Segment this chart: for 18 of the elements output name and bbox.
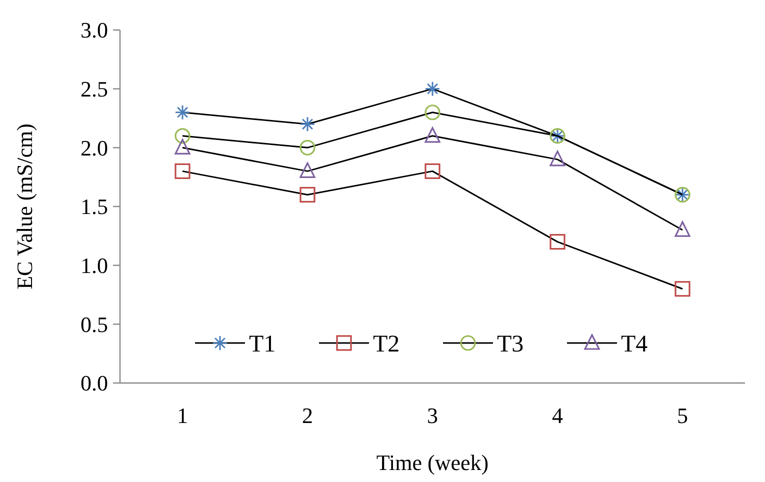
x-tick-label: 5 — [677, 403, 688, 428]
legend-label: T1 — [249, 331, 276, 358]
y-axis-title: EC Value (mS/cm) — [12, 124, 37, 290]
y-tick-label: 2.5 — [80, 76, 108, 102]
legend-label: T4 — [621, 331, 648, 358]
y-tick-label: 0.0 — [80, 370, 108, 396]
x-axis-title: Time (week) — [376, 450, 489, 475]
x-tick-label: 1 — [177, 403, 188, 428]
x-tick-label: 4 — [552, 403, 563, 428]
y-tick-label: 3.0 — [80, 18, 108, 43]
y-tick-label: 0.5 — [80, 312, 108, 337]
y-tick-label: 2.0 — [80, 135, 108, 160]
legend-label: T3 — [497, 331, 524, 358]
x-tick-label: 2 — [302, 403, 313, 428]
legend-label: T2 — [373, 331, 400, 358]
y-tick-label: 1.5 — [80, 194, 108, 220]
x-tick-label: 3 — [427, 403, 438, 428]
y-tick-label: 1.0 — [80, 253, 108, 278]
